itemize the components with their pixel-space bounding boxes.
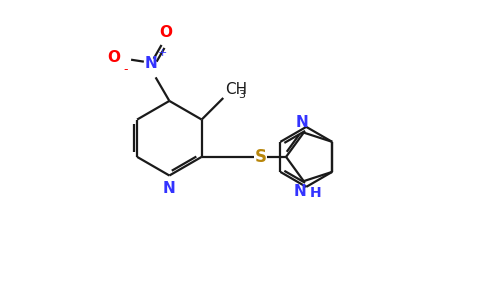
Text: O: O: [159, 25, 172, 40]
Text: N: N: [144, 56, 157, 71]
Text: -: -: [123, 63, 128, 76]
Text: H: H: [310, 186, 321, 200]
Text: S: S: [255, 148, 267, 166]
Text: O: O: [107, 50, 121, 65]
Text: N: N: [163, 182, 176, 196]
Text: +: +: [158, 48, 167, 58]
Text: N: N: [293, 184, 306, 199]
Text: N: N: [295, 115, 308, 130]
Text: CH: CH: [225, 82, 247, 97]
Text: 3: 3: [238, 90, 245, 100]
